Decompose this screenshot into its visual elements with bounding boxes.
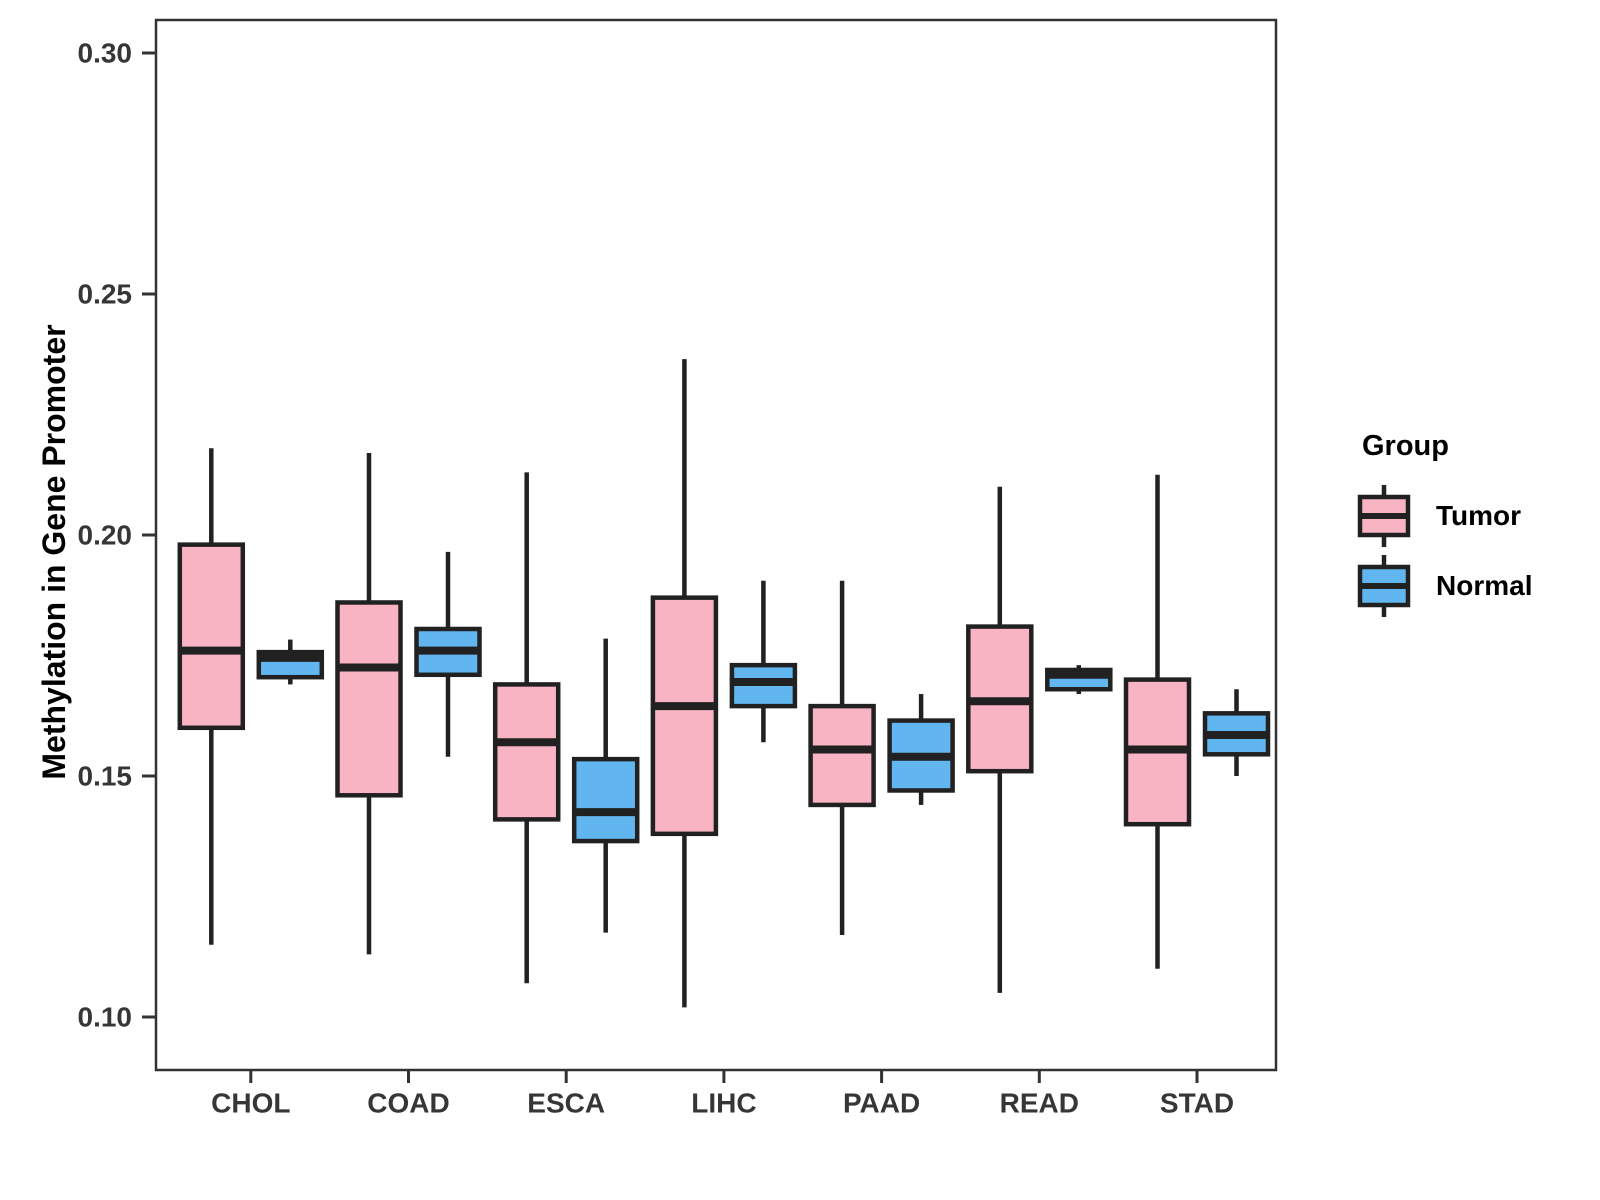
y-tick-label: 0.30 [78, 38, 133, 69]
iqr-box [808, 703, 876, 808]
legend-entry-tumor: Tumor [1356, 483, 1532, 549]
legend-title: Group [1362, 430, 1449, 462]
y-tick-label: 0.10 [78, 1002, 133, 1033]
y-tick-label: 0.15 [78, 761, 133, 792]
x-tick-label: ESCA [527, 1088, 605, 1119]
iqr-box [571, 756, 640, 844]
x-tick-label: LIHC [691, 1088, 756, 1119]
box-coad-tumor [335, 453, 403, 955]
box-coad-normal [414, 551, 482, 757]
box-read-tumor [966, 486, 1034, 993]
x-tick-label: READ [1000, 1088, 1079, 1119]
box-chol-tumor [177, 448, 246, 945]
normal-boxplot-key-icon [1357, 555, 1411, 617]
y-axis-title: Methylation in Gene Promoter [36, 324, 72, 780]
x-tick-label: PAAD [843, 1088, 920, 1119]
box-read-normal [1045, 665, 1113, 695]
legend-label-tumor: Tumor [1436, 500, 1522, 531]
box-lihc-tumor [650, 359, 719, 1008]
legend: Group Tumor Normal [1356, 430, 1532, 623]
panel-border [154, 18, 1278, 1072]
y-tick-label: 0.20 [78, 520, 133, 551]
iqr-box [335, 600, 403, 798]
box-chol-normal [256, 639, 325, 685]
box-paad-normal [887, 694, 955, 805]
x-tick-label: STAD [1160, 1088, 1234, 1119]
box-stad-tumor [1123, 474, 1192, 969]
tumor-boxplot-key-icon [1357, 485, 1411, 547]
box-esca-normal [571, 638, 640, 933]
legend-entry-normal: Normal [1356, 553, 1532, 619]
iqr-box [650, 595, 719, 837]
box-lihc-normal [729, 580, 798, 743]
box-paad-tumor [808, 580, 876, 936]
iqr-box [177, 542, 246, 731]
box-stad-normal [1202, 689, 1271, 776]
box-esca-tumor [492, 472, 561, 984]
x-tick-label: CHOL [211, 1088, 290, 1119]
iqr-box [492, 682, 561, 822]
x-tick-label: COAD [367, 1088, 449, 1119]
legend-label-normal: Normal [1436, 570, 1533, 601]
y-tick-label: 0.25 [78, 279, 133, 310]
